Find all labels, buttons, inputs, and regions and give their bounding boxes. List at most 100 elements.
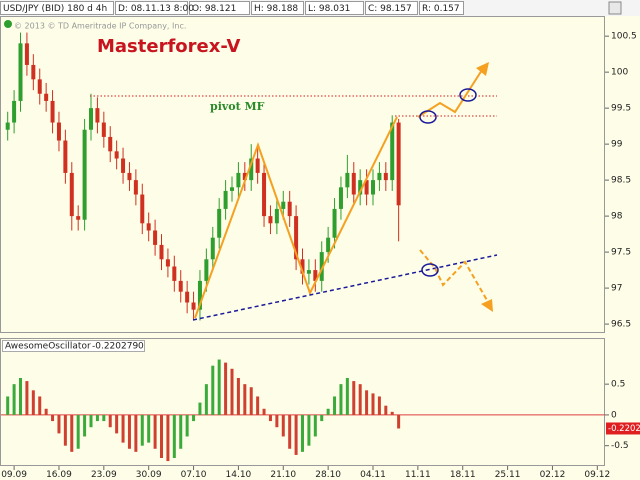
x-tick-label: 04.11: [360, 470, 386, 480]
bar: [358, 384, 362, 415]
x-tick-label: 18.11: [450, 470, 476, 480]
bar: [179, 414, 183, 449]
candle-body: [140, 194, 145, 224]
bar: [198, 402, 202, 415]
candle-body: [223, 190, 228, 209]
bar: [134, 414, 138, 452]
x-tick-label: 28.10: [315, 470, 341, 480]
bar: [44, 408, 48, 415]
annotation: pivot MF: [210, 100, 265, 113]
candle-body: [287, 201, 292, 217]
price-panel: [0, 16, 605, 333]
x-tick-label: 30.09: [136, 470, 162, 480]
settings-icon[interactable]: [608, 1, 622, 15]
candle-body: [217, 208, 222, 238]
candle-body: [56, 122, 61, 141]
wave-line: [194, 116, 398, 319]
candle-body: [31, 64, 36, 80]
header-field: C: 98.157: [368, 4, 412, 14]
bar: [365, 390, 369, 415]
bar: [377, 396, 381, 415]
candle-body: [172, 266, 177, 281]
candle-body: [358, 180, 363, 195]
x-tick-label: 21.10: [270, 470, 296, 480]
bar: [185, 414, 189, 437]
bar: [384, 405, 388, 415]
x-tick-label: 09.12: [584, 470, 610, 480]
y-tick-label: 0.5: [611, 380, 625, 390]
x-tick-label: 14.10: [226, 470, 252, 480]
y-tick-label: 97: [611, 284, 622, 294]
x-tick-label: 25.11: [495, 470, 521, 480]
header-cell: [365, 1, 418, 15]
y-tick-label: 0: [611, 410, 617, 420]
bar: [6, 396, 10, 415]
candle-body: [345, 172, 350, 188]
candle-body: [133, 180, 138, 195]
bar: [390, 411, 394, 415]
candle-body: [268, 216, 273, 224]
up-path: [417, 69, 483, 118]
y-tick-label: 98: [611, 212, 623, 222]
bar: [51, 414, 55, 422]
candle-body: [185, 291, 190, 303]
bar: [236, 378, 240, 415]
candle-body: [332, 208, 337, 238]
candle-body: [191, 302, 196, 310]
candle-body: [121, 158, 126, 173]
candle-body: [95, 108, 100, 123]
candle-body: [230, 187, 235, 191]
bar: [256, 396, 260, 415]
bar: [345, 378, 349, 415]
info-icon[interactable]: [4, 20, 12, 28]
bar: [192, 414, 196, 422]
highlight-ellipse: [421, 263, 439, 277]
candle-body: [204, 259, 209, 281]
candle-body: [76, 216, 81, 220]
bar: [160, 414, 164, 458]
candle-body: [390, 122, 395, 181]
bar: [281, 414, 285, 437]
bar: [217, 359, 221, 415]
y-tick-label: 96.5: [611, 320, 631, 330]
bar: [25, 381, 29, 415]
x-tick-label: 11.11: [405, 470, 431, 480]
header-field: L: 98.031: [308, 4, 350, 14]
bar: [89, 414, 93, 428]
bar: [57, 414, 61, 434]
bar: [224, 362, 228, 415]
highlight-ellipse: [419, 110, 437, 124]
bar: [172, 414, 176, 458]
bar: [31, 390, 35, 415]
candle-body: [146, 223, 151, 231]
candle-body: [313, 270, 318, 281]
candle-body: [24, 43, 29, 65]
header-cell: [189, 1, 250, 15]
candle-body: [351, 172, 356, 195]
candle-body: [281, 201, 286, 209]
bar: [76, 414, 80, 449]
bar: [121, 414, 125, 443]
last-value-label: -0.2202: [608, 424, 640, 434]
header-cell: [305, 1, 364, 15]
candle-body: [326, 237, 331, 253]
oscillator-header: [2, 340, 145, 352]
bar: [371, 393, 375, 415]
header-cell: [115, 1, 188, 15]
bar: [249, 387, 253, 415]
candle-body: [210, 237, 215, 260]
x-tick-label: 16.09: [46, 470, 72, 480]
bar: [166, 414, 170, 462]
bar: [38, 396, 42, 415]
bar: [352, 381, 356, 415]
candle-body: [44, 93, 49, 101]
candle-body: [262, 172, 267, 217]
candle-body: [249, 158, 254, 181]
candle-body: [82, 129, 87, 220]
bar: [275, 414, 279, 428]
candle-body: [370, 180, 375, 195]
chart-title: Masterforex-V: [97, 36, 241, 57]
bar: [333, 396, 337, 415]
